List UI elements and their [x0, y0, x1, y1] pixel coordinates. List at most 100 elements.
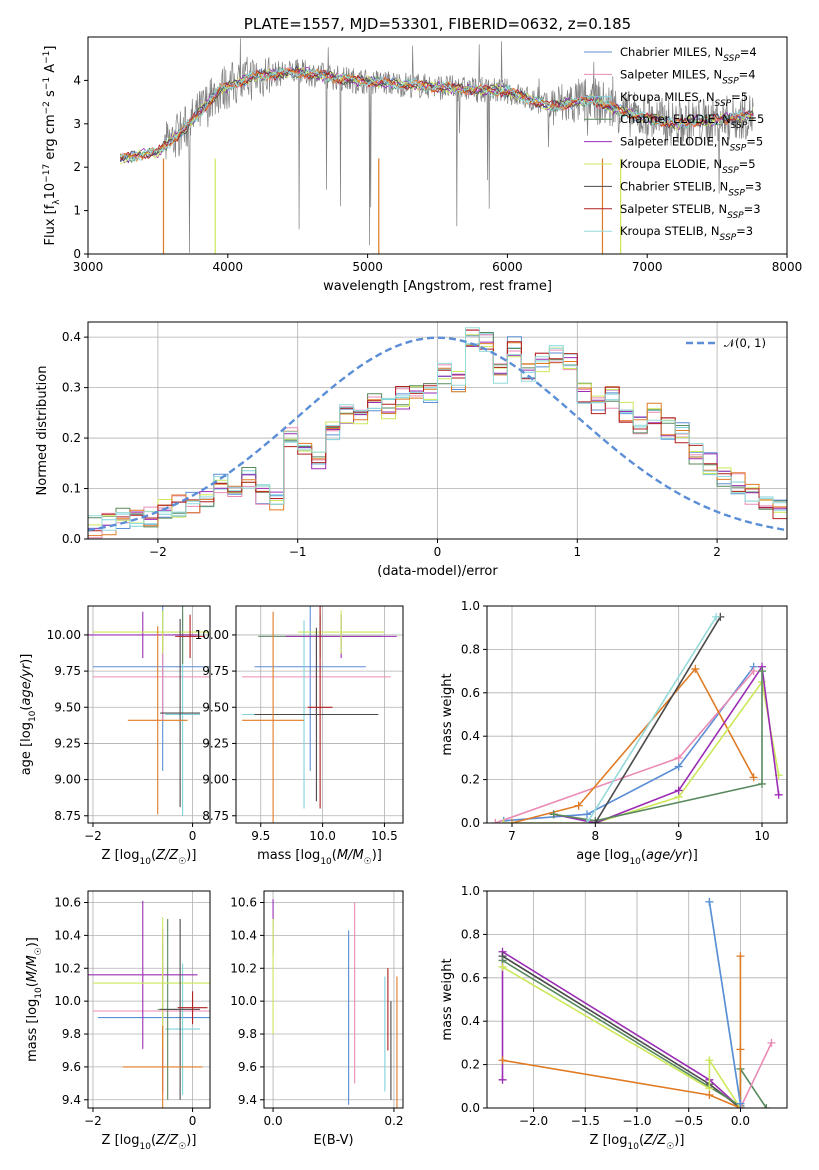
y-tick-label: 9.6: [238, 1060, 257, 1074]
residual-histogram-step: [88, 329, 787, 539]
weight_vs_z-frame: [486, 890, 788, 1109]
mass-weight-marker: [574, 801, 583, 810]
x-tick-label: 0: [434, 545, 442, 559]
y-tick-label: 0: [73, 247, 81, 261]
age_vs_mass-plot-area: [242, 606, 397, 823]
y-tick-label: 9.4: [62, 1093, 81, 1107]
x-tick-label: 1: [573, 545, 581, 559]
age_vs_mass-axes: 9.5 10.0 10.5 8.75 9.00 9.25 9.50 9.75 10.00: [195, 606, 403, 843]
y-tick-label: 10.6: [230, 896, 257, 910]
model-spectrum-line: [120, 67, 754, 163]
x-tick-label: 7: [508, 829, 516, 843]
x-axis-label: (data-model)/error: [377, 564, 498, 579]
x-axis-label: age [log10(age/yr)]: [576, 848, 698, 867]
mass_vs_z-frame: [87, 890, 211, 1109]
residuals-frame: [87, 321, 788, 540]
mass-weight-marker: [591, 819, 600, 823]
y-axis-label: mass weight: [440, 958, 455, 1040]
x-axis-label: wavelength [Angstrom, rest frame]: [323, 279, 552, 294]
mass-weight-marker: [705, 1056, 714, 1065]
mass-weight-marker: [491, 819, 500, 823]
legend-entry: Salpeter STELIB, NSSP=3: [620, 202, 761, 221]
x-tick-label: 10.5: [371, 829, 398, 843]
x-tick-label: −2: [84, 1114, 102, 1128]
y-tick-label: 0.0: [62, 532, 81, 546]
x-axis-label: Z [log10(Z/Z☉)]: [590, 1133, 685, 1152]
y-tick-label: 9.75: [202, 664, 229, 678]
mass-weight-marker: [712, 612, 721, 621]
y-tick-label: 1.0: [461, 599, 480, 613]
mass-weight-marker: [549, 810, 558, 819]
y-tick-label: 10.2: [54, 961, 81, 975]
y-tick-label: 9.75: [54, 664, 81, 678]
x-tick-label: 7000: [632, 260, 663, 274]
mass-weight-marker: [774, 790, 783, 799]
mass_vs_ebv-axes: 0.0 0.2 9.4 9.6 9.8 10.0 10.2 10.4 10.6: [230, 891, 403, 1128]
x-tick-label: 4000: [213, 260, 244, 274]
legend-entry: Kroupa ELODIE, NSSP=5: [620, 157, 756, 176]
mass_vs_z-axes: −2 0 9.4 9.6 9.8 10.0 10.2 10.4 10.6: [54, 891, 210, 1128]
y-tick-label: 0.4: [62, 330, 81, 344]
y-axis-label: Flux [fλ10−17 erg cm−2 s−1 A−1]: [42, 46, 62, 246]
y-tick-label: 0.4: [461, 729, 480, 743]
weight_vs_age-frame: [486, 605, 788, 824]
y-tick-label: 0.2: [461, 1058, 480, 1072]
mass-weight-marker: [762, 1104, 771, 1108]
mass-weight-marker: [749, 667, 758, 676]
age_vs_mass-frame: [235, 605, 404, 824]
mass-weight-marker: [498, 1075, 507, 1084]
y-tick-label: 9.8: [238, 1027, 257, 1041]
y-tick-label: 9.25: [54, 736, 81, 750]
y-tick-label: 10.4: [230, 928, 257, 942]
x-tick-label: 10: [754, 829, 769, 843]
y-tick-label: 1.0: [461, 884, 480, 898]
legend-entry: Chabrier ELODIE, NSSP=5: [620, 112, 764, 131]
mass-weight-marker: [767, 1038, 776, 1047]
x-tick-label: 8: [592, 829, 600, 843]
age_vs_z-frame: [87, 605, 211, 824]
mass-weight-marker: [674, 786, 683, 795]
mass-weight-marker: [583, 810, 591, 819]
age_vs_z-plot-area: [88, 606, 210, 816]
legend-entry: Salpeter MILES, NSSP=4: [620, 67, 756, 86]
spectrum-axes: 3000 4000 5000 6000 7000 8000 0 1 2 3 4: [73, 73, 803, 274]
legend-entry: 𝒩(0, 1): [724, 336, 766, 350]
weight_vs_z-plot-area: [498, 897, 776, 1108]
mass-weight-marker: [758, 667, 766, 676]
mass-weight-marker: [674, 762, 683, 771]
x-tick-label: 0.2: [384, 1114, 403, 1128]
age_vs_z-axes: −2 0 8.75 9.00 9.25 9.50 9.75 10.00: [47, 606, 210, 843]
y-tick-label: 10.0: [230, 994, 257, 1008]
y-tick-label: 8.75: [202, 809, 229, 823]
mass-weight-line: [553, 664, 780, 823]
residual-histogram-step: [88, 329, 787, 532]
y-tick-label: 10.6: [54, 896, 81, 910]
x-tick-label: 0.0: [731, 1114, 750, 1128]
x-tick-label: −1: [289, 545, 307, 559]
mass-weight-marker: [736, 1045, 745, 1054]
mass-weight-marker: [508, 819, 516, 823]
x-axis-label: E(B-V): [313, 1133, 353, 1148]
y-tick-label: 9.00: [202, 773, 229, 787]
y-tick-label: 9.50: [202, 700, 229, 714]
mass_vs_ebv-frame: [263, 890, 404, 1109]
mass-weight-line: [586, 616, 717, 823]
x-tick-label: −2: [149, 545, 167, 559]
mass-weight-marker: [736, 952, 745, 961]
y-tick-label: 3: [73, 117, 81, 131]
mass-weight-marker: [498, 962, 507, 971]
x-tick-label: −2: [84, 829, 102, 843]
y-tick-label: 0.8: [461, 927, 480, 941]
mass-weight-marker: [583, 819, 591, 823]
mass-weight-marker: [691, 664, 700, 673]
y-axis-label: mass weight: [440, 673, 455, 755]
x-tick-label: 5000: [352, 260, 383, 274]
mass-weight-line: [739, 1042, 773, 1108]
mass-weight-marker: [705, 1090, 714, 1099]
y-tick-label: 9.25: [202, 736, 229, 750]
x-tick-label: 2: [713, 545, 721, 559]
mass-weight-marker: [499, 819, 508, 823]
y-tick-label: 0.4: [461, 1014, 480, 1028]
legend-entry: Chabrier STELIB, NSSP=3: [620, 179, 762, 198]
spectrum-frame: [87, 36, 788, 255]
